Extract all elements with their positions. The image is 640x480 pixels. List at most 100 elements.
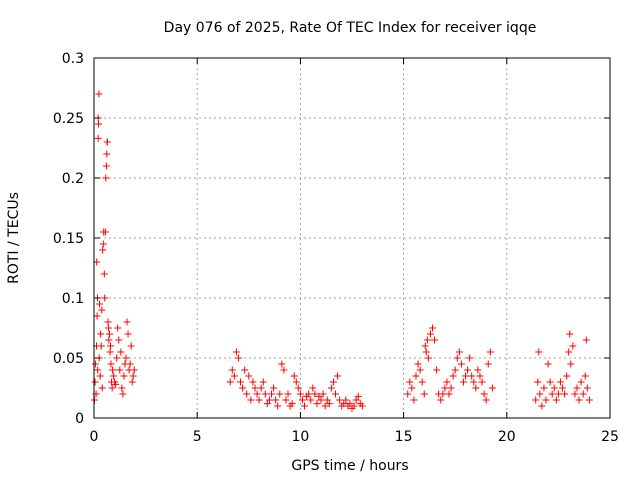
data-point	[118, 384, 126, 392]
data-point	[313, 400, 321, 408]
data-point	[120, 372, 128, 380]
data-point	[239, 384, 247, 392]
data-point	[99, 246, 107, 254]
data-point	[307, 396, 315, 404]
data-point	[245, 372, 253, 380]
data-point	[103, 138, 111, 146]
data-point	[268, 390, 276, 398]
data-point	[420, 390, 428, 398]
data-point	[464, 366, 472, 374]
data-point	[98, 384, 106, 392]
data-point	[96, 300, 104, 308]
data-point	[412, 372, 420, 380]
data-point	[358, 402, 366, 410]
data-point	[329, 378, 337, 386]
data-point	[274, 402, 282, 410]
data-point	[466, 354, 474, 362]
data-point	[263, 400, 271, 408]
data-point	[449, 372, 457, 380]
data-point	[130, 366, 138, 374]
data-point	[565, 348, 573, 356]
data-point	[234, 354, 242, 362]
data-point	[259, 378, 267, 386]
plot-frame	[93, 57, 611, 419]
data-point	[100, 270, 108, 278]
data-point	[474, 366, 482, 374]
data-point	[583, 384, 591, 392]
data-point	[305, 390, 313, 398]
data-point	[95, 90, 103, 98]
data-point	[575, 396, 583, 404]
data-point	[470, 378, 478, 386]
data-point	[91, 378, 99, 386]
data-point	[280, 366, 288, 374]
data-point	[569, 342, 577, 350]
data-point	[462, 372, 470, 380]
data-point	[288, 400, 296, 408]
data-point	[542, 396, 550, 404]
data-point	[447, 384, 455, 392]
data-point	[404, 390, 412, 398]
data-point	[472, 384, 480, 392]
data-point	[105, 330, 113, 338]
data-point	[546, 378, 554, 386]
axis-ticks	[93, 57, 611, 419]
data-point	[550, 384, 558, 392]
data-point	[478, 378, 486, 386]
data-point	[230, 372, 238, 380]
data-point	[122, 354, 130, 362]
data-point	[309, 384, 317, 392]
data-point	[544, 360, 552, 368]
data-point	[105, 336, 113, 344]
data-point	[573, 384, 581, 392]
data-point	[585, 396, 593, 404]
data-point	[101, 228, 109, 236]
data-point	[556, 378, 564, 386]
y-axis-title: ROTI / TECUs	[6, 192, 22, 284]
data-point	[126, 360, 134, 368]
data-point	[127, 342, 135, 350]
data-point	[424, 354, 432, 362]
data-point	[327, 384, 335, 392]
data-point	[249, 378, 257, 386]
chart-title: Day 076 of 2025, Rate Of TEC Index for r…	[164, 20, 537, 36]
data-point	[325, 400, 333, 408]
data-point	[290, 372, 298, 380]
data-point	[232, 348, 240, 356]
data-point	[91, 360, 99, 368]
data-point	[315, 392, 323, 400]
data-point	[102, 162, 110, 170]
data-point	[486, 348, 494, 356]
data-point	[566, 330, 574, 338]
data-point	[406, 378, 414, 386]
data-point	[459, 378, 467, 386]
y-tick-label: 0.1	[62, 291, 84, 307]
data-point	[101, 294, 109, 302]
data-point	[99, 240, 107, 248]
data-point	[423, 336, 431, 344]
x-tick-labels: 0 5 10 15 20 25	[90, 429, 619, 445]
data-point	[350, 402, 358, 410]
data-point	[319, 390, 327, 398]
data-point	[108, 384, 116, 392]
data-point	[567, 360, 575, 368]
data-point	[292, 378, 300, 386]
data-point	[94, 366, 102, 374]
data-point	[116, 366, 124, 374]
data-point	[276, 390, 284, 398]
data-point	[95, 120, 103, 128]
y-tick-label: 0.25	[53, 111, 84, 127]
x-tick-label: 20	[498, 429, 516, 445]
data-point	[104, 318, 112, 326]
data-point	[476, 372, 484, 380]
data-point	[579, 390, 587, 398]
data-point	[559, 384, 567, 392]
data-point	[331, 390, 339, 398]
data-point	[488, 384, 496, 392]
data-point	[270, 384, 278, 392]
data-point	[115, 336, 123, 344]
data-point	[482, 396, 490, 404]
data-point	[228, 366, 236, 374]
data-point	[340, 400, 348, 408]
data-point	[431, 336, 439, 344]
